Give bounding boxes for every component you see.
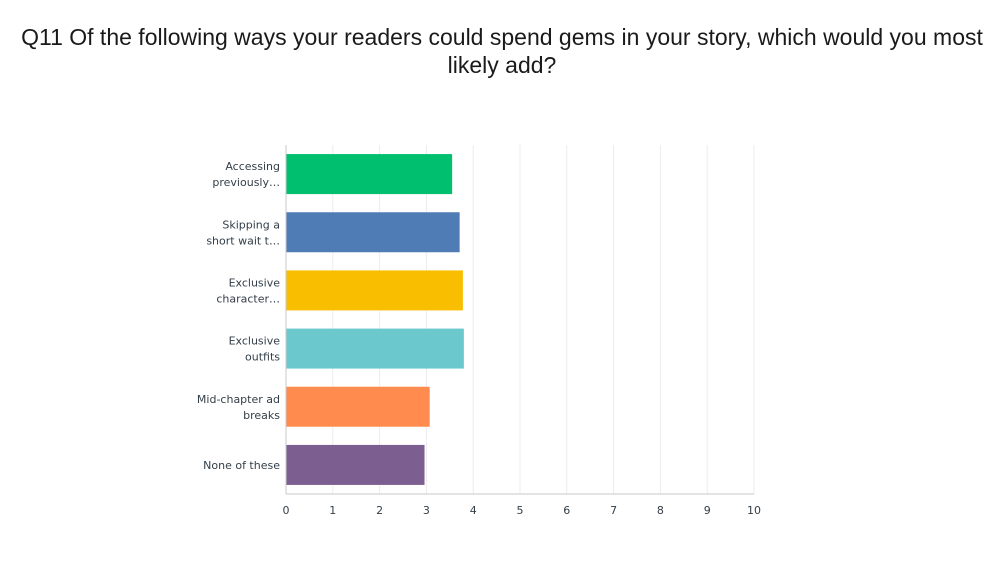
x-tick-label: 0 (283, 504, 290, 517)
category-label: Accessing previously… (212, 160, 280, 189)
x-tick-label: 1 (329, 504, 336, 517)
category-label: Mid-chapter ad breaks (197, 393, 280, 422)
category-label: Exclusive outfits (229, 335, 281, 364)
gridlines (332, 145, 755, 494)
category-label: None of these (203, 459, 280, 472)
x-tick-label: 10 (747, 504, 761, 517)
x-tick-label: 3 (423, 504, 430, 517)
category-labels: Accessing previously… Skipping a short wait… (197, 160, 280, 472)
chart-title: Q11 Of the following ways your readers c… (21, 24, 983, 78)
x-tick-label: 2 (376, 504, 383, 517)
bar (286, 270, 463, 311)
x-tick-label: 6 (563, 504, 570, 517)
x-tick-label: 8 (657, 504, 664, 517)
category-label: Skipping a short wait t… (206, 218, 280, 247)
bar (286, 328, 464, 369)
bar (286, 154, 453, 195)
x-tick-label: 9 (704, 504, 711, 517)
bar (286, 444, 425, 485)
bars (286, 154, 464, 485)
x-tick-label: 5 (517, 504, 524, 517)
bar (286, 212, 460, 253)
axes: 0 1 2 3 4 5 6 7 8 9 10 (283, 145, 761, 517)
bar (286, 386, 430, 427)
x-tick-label: 4 (470, 504, 477, 517)
category-label: Exclusive character… (216, 276, 280, 305)
x-tick-label: 7 (610, 504, 617, 517)
